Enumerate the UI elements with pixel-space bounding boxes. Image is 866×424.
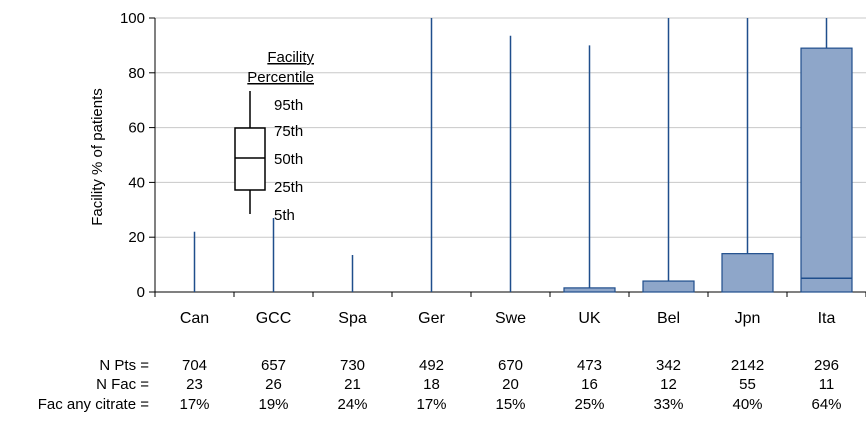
x-category-label: Ger <box>418 310 445 327</box>
table-cell: 33% <box>653 396 683 413</box>
table-cell: 296 <box>814 357 839 374</box>
table-cell: 18 <box>423 376 440 393</box>
y-tick-label: 40 <box>128 174 145 191</box>
legend-label-75th: 75th <box>274 123 303 140</box>
legend: Facility Percentile 95th 75th 50th 25th … <box>234 49 314 224</box>
x-category-label: Can <box>180 310 209 327</box>
legend-title-line1: Facility <box>267 49 314 66</box>
table-cell: 704 <box>182 357 207 374</box>
table-cell: 16 <box>581 376 598 393</box>
box-body <box>642 280 695 293</box>
legend-label-25th: 25th <box>274 179 303 196</box>
legend-label-5th: 5th <box>274 207 295 224</box>
table-cell: 730 <box>340 357 365 374</box>
x-category-label: GCC <box>256 310 292 327</box>
box-body <box>721 253 774 293</box>
legend-label-95th: 95th <box>274 97 303 114</box>
x-category-label: Jpn <box>735 310 761 327</box>
x-category-label: Bel <box>657 310 680 327</box>
x-axis: Can GCC Spa Ger Swe UK Bel Jpn Ita <box>154 291 866 327</box>
box-jpn <box>721 18 774 293</box>
box-uk <box>563 45 616 293</box>
table-row-label: Fac any citrate = <box>38 396 150 413</box>
x-category-label: Swe <box>495 310 526 327</box>
table-cell: 17% <box>416 396 446 413</box>
table-cell: 21 <box>344 376 361 393</box>
table-cell: 24% <box>337 396 367 413</box>
table-cell: 657 <box>261 357 286 374</box>
x-category-label: Spa <box>338 310 367 327</box>
box-ita <box>800 18 853 293</box>
box-series <box>193 18 853 293</box>
table-cell: 12 <box>660 376 677 393</box>
table-cell: 473 <box>577 357 602 374</box>
summary-table: N Pts = 704 657 730 492 670 473 342 2142 296 N Fac… <box>38 357 842 413</box>
y-tick-label: 80 <box>128 65 145 82</box>
table-cell: 11 <box>819 376 835 393</box>
box-body <box>800 47 853 293</box>
legend-title-line2: Percentile <box>247 69 314 86</box>
y-axis-title: Facility % of patients <box>89 88 106 226</box>
x-category-label: Ita <box>818 310 836 327</box>
table-row-label: N Fac = <box>96 376 149 393</box>
table-cell: 492 <box>419 357 444 374</box>
legend-box <box>234 127 266 191</box>
table-cell: 17% <box>179 396 209 413</box>
box-body <box>563 287 616 293</box>
box-bel <box>642 18 695 293</box>
table-cell: 55 <box>739 376 756 393</box>
y-tick-label: 0 <box>137 284 145 301</box>
table-cell: 19% <box>258 396 288 413</box>
table-cell: 40% <box>732 396 762 413</box>
table-row-label: N Pts = <box>99 357 149 374</box>
table-cell: 64% <box>811 396 841 413</box>
x-category-label: UK <box>578 310 601 327</box>
y-tick-label: 100 <box>120 10 145 27</box>
y-tick-label: 20 <box>128 229 145 246</box>
y-tick-label: 60 <box>128 120 145 137</box>
table-cell: 342 <box>656 357 681 374</box>
table-cell: 15% <box>495 396 525 413</box>
table-cell: 2142 <box>731 357 764 374</box>
table-cell: 25% <box>574 396 604 413</box>
y-axis: 0 20 40 60 80 100 <box>120 10 156 301</box>
table-cell: 670 <box>498 357 523 374</box>
legend-label-50th: 50th <box>274 151 303 168</box>
table-cell: 26 <box>265 376 282 393</box>
table-cell: 23 <box>186 376 203 393</box>
table-cell: 20 <box>502 376 519 393</box>
